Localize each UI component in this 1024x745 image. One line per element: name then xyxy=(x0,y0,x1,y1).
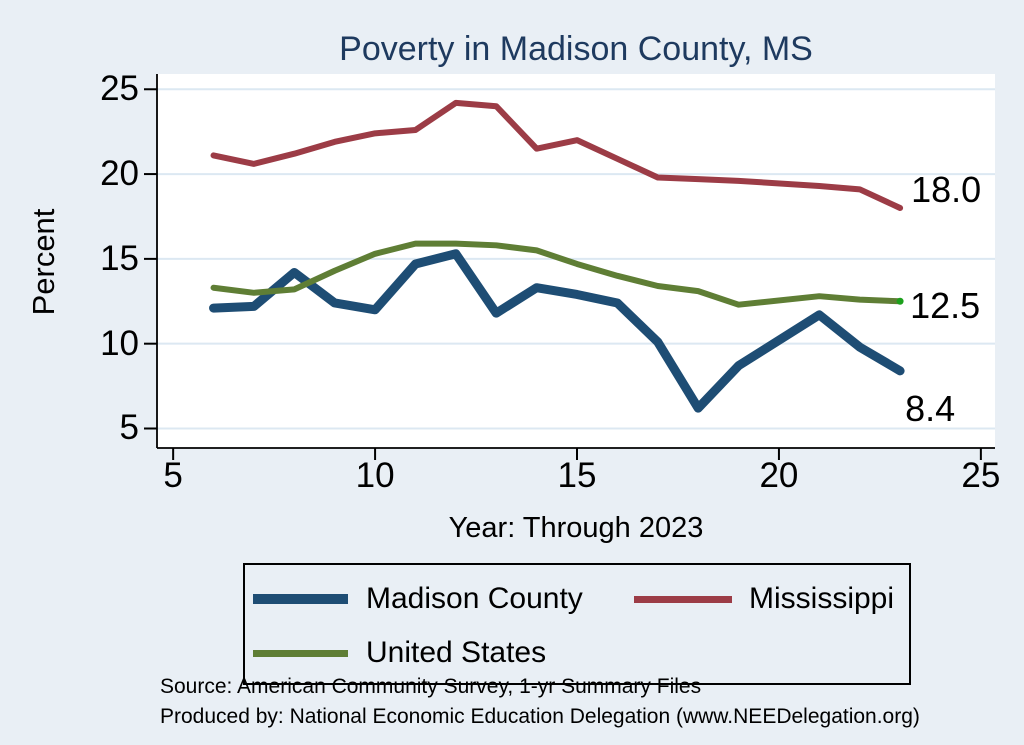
legend-label-mississippi: Mississippi xyxy=(749,582,895,615)
series-line-madison-county xyxy=(209,249,905,413)
x-tick-label: 20 xyxy=(759,456,799,495)
x-tick-label: 10 xyxy=(355,456,395,495)
legend-label-madison-county: Madison County xyxy=(366,582,583,615)
x-tick-label: 25 xyxy=(961,456,1001,495)
madison-county-line-swatch xyxy=(253,594,348,604)
y-tick-label: 25 xyxy=(100,69,139,109)
y-tick-label: 5 xyxy=(119,408,139,448)
chart-title: Poverty in Madison County, MS xyxy=(339,30,813,68)
end-label-united-states: 12.5 xyxy=(910,285,981,327)
legend: Madison County Mississippi United States xyxy=(243,563,911,685)
end-marker-dot xyxy=(896,297,904,305)
y-tick-label: 15 xyxy=(100,238,139,278)
mississippi-line-swatch xyxy=(634,596,732,603)
end-label-mississippi: 18.0 xyxy=(911,168,982,210)
y-tick-label: 20 xyxy=(100,154,139,194)
series-line-mississippi xyxy=(210,99,904,211)
source-note: Source: American Community Survey, 1-yr … xyxy=(160,672,920,732)
series-line-united-states xyxy=(210,240,904,308)
y-tick-label: 10 xyxy=(100,323,139,363)
y-axis-title: Percent xyxy=(26,208,61,316)
x-tick-label: 5 xyxy=(163,456,183,495)
source-line-2: Produced by: National Economic Education… xyxy=(160,705,920,728)
united-states-line-swatch xyxy=(253,650,348,657)
legend-label-united-states: United States xyxy=(366,636,547,669)
source-line-1: Source: American Community Survey, 1-yr … xyxy=(160,675,702,698)
x-tick-label: 15 xyxy=(557,456,597,495)
end-label-madison-county: 8.4 xyxy=(905,387,956,429)
x-axis-title: Year: Through 2023 xyxy=(448,512,704,544)
